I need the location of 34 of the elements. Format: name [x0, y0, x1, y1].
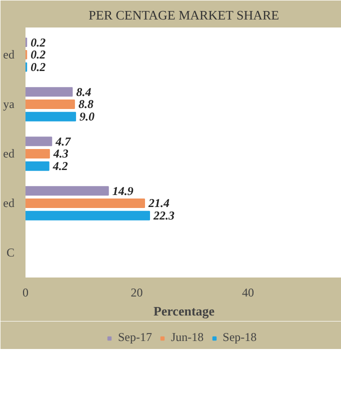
bar — [26, 149, 50, 158]
data-label: 9.0 — [80, 110, 95, 124]
data-label: 4.3 — [52, 146, 68, 161]
data-label: 21.4 — [148, 196, 170, 210]
bar — [26, 186, 109, 196]
text: PER CENTAGE MARKET SHARE — [88, 8, 280, 22]
data-label: 22.3 — [152, 208, 175, 223]
data-label: 0.2 — [30, 35, 46, 50]
bar — [26, 210, 150, 220]
x-tick-label: 20 — [130, 286, 143, 300]
bar — [26, 161, 50, 171]
legend-label: Jun-18 — [171, 330, 204, 345]
data-label: 4.7 — [54, 134, 72, 148]
legend-label: Sep-18 — [222, 330, 257, 345]
y-tick-label: ed — [3, 48, 14, 62]
bar — [26, 112, 76, 122]
x-tick-label: 40 — [242, 286, 254, 300]
legend-label: Sep-17 — [118, 330, 152, 345]
y-tick-label: ed — [3, 196, 14, 210]
bar — [26, 198, 146, 208]
data-label: 0.2 — [30, 60, 46, 74]
data-label: 4.2 — [52, 159, 68, 174]
data-label: 8.4 — [76, 84, 92, 99]
data-label: 0.2 — [30, 48, 46, 62]
x-tick-label: 0 — [22, 286, 28, 300]
bar — [26, 100, 75, 109]
data-label: 14.9 — [112, 184, 134, 198]
x-axis-title: Percentage — [153, 304, 215, 318]
bar — [26, 136, 52, 146]
data-label: 8.8 — [78, 97, 94, 112]
bar — [26, 87, 73, 97]
y-tick-label: ed — [3, 146, 14, 161]
y-tick-label: ya — [3, 97, 16, 112]
y-tick-label: C — [6, 246, 15, 260]
